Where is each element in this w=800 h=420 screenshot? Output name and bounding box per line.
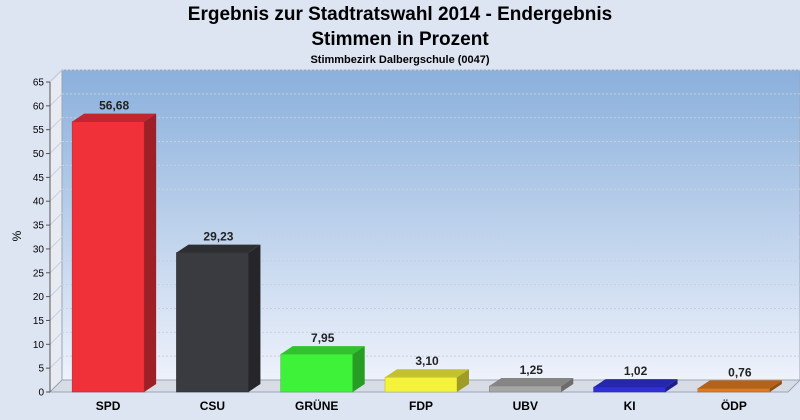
bar-ki-top (593, 379, 678, 388)
bar-grüne (280, 353, 353, 393)
y-tick-label: 15 (33, 316, 45, 327)
grid-line-side (49, 93, 63, 107)
y-tick-label: 30 (33, 244, 45, 255)
grid-line-side (49, 188, 63, 202)
grid-line-side (49, 141, 63, 154)
bar-ki-side (665, 379, 678, 392)
bar-csu (176, 252, 249, 393)
bar-csu-side (248, 244, 261, 392)
bar-ödp-top (697, 380, 782, 389)
value-label-csu: 29,23 (203, 230, 233, 244)
value-label-fdp: 3,10 (415, 354, 439, 368)
bar-ubv-side (561, 378, 574, 392)
y-tick-label: 0 (38, 388, 44, 399)
y-tick-label: 60 (33, 101, 45, 112)
y-tick-label: 25 (33, 268, 45, 279)
bar-fdp-side (457, 369, 469, 392)
grid-line-side (49, 331, 63, 345)
chart-title: Ergebnis zur Stadtratswahl 2014 - Enderg… (187, 4, 613, 25)
grid-line-side (49, 236, 63, 250)
bar-grüne-top (280, 346, 365, 355)
y-tick-label: 10 (33, 340, 45, 351)
y-tick-label: 65 (33, 78, 45, 89)
y-tick-label: 20 (33, 292, 45, 303)
bar-ödp-side (769, 380, 782, 392)
x-tick-label: GRÜNE (295, 398, 338, 413)
y-tick-label: 40 (33, 197, 45, 208)
x-tick-label: KI (624, 399, 636, 413)
y-tick-label: 35 (33, 221, 45, 232)
bar-fdp-top (385, 369, 469, 378)
district-label: Stimmbezirk Dalbergschule (0047) (310, 54, 490, 66)
chart-subtitle: Stimmen in Prozent (311, 29, 489, 50)
bar-ödp (697, 388, 771, 393)
x-tick-label: FDP (409, 399, 433, 413)
grid-line-side (49, 165, 63, 178)
grid-line-side (49, 260, 63, 274)
grid-line-side (49, 117, 63, 131)
bar-ki (593, 386, 666, 393)
value-label-ödp: 0,76 (728, 365, 752, 379)
y-tick-label: 45 (33, 173, 45, 184)
bar-spd-side (144, 113, 157, 393)
bar-fdp (384, 376, 458, 393)
y-tick-label: 5 (38, 364, 44, 375)
bar-grüne-side (352, 346, 365, 392)
bar-csu-top (176, 244, 261, 253)
value-label-ki: 1,02 (624, 364, 648, 378)
value-label-ubv: 1,25 (520, 363, 544, 377)
x-tick-label: UBV (513, 399, 538, 413)
y-tick-label: 55 (33, 125, 45, 136)
plot-side-wall (49, 68, 63, 394)
y-axis-label: % (10, 230, 24, 241)
value-label-grüne: 7,95 (311, 331, 335, 345)
bar-ubv-top (489, 378, 574, 387)
x-tick-label: ÖDP (721, 398, 747, 413)
bar-spd (71, 121, 145, 393)
grid-line-side (49, 308, 63, 321)
y-tick-label: 50 (33, 149, 45, 160)
grid-line-side (49, 69, 63, 83)
grid-line-side (49, 284, 63, 297)
grid-line-side (49, 212, 63, 226)
value-label-spd: 56,68 (99, 99, 129, 113)
plot-back-wall (61, 69, 800, 381)
bar-ubv (489, 385, 562, 393)
x-tick-label: SPD (96, 399, 121, 413)
grid-line-side (49, 355, 63, 369)
x-tick-label: CSU (200, 399, 225, 413)
bar-spd-top (72, 113, 157, 122)
